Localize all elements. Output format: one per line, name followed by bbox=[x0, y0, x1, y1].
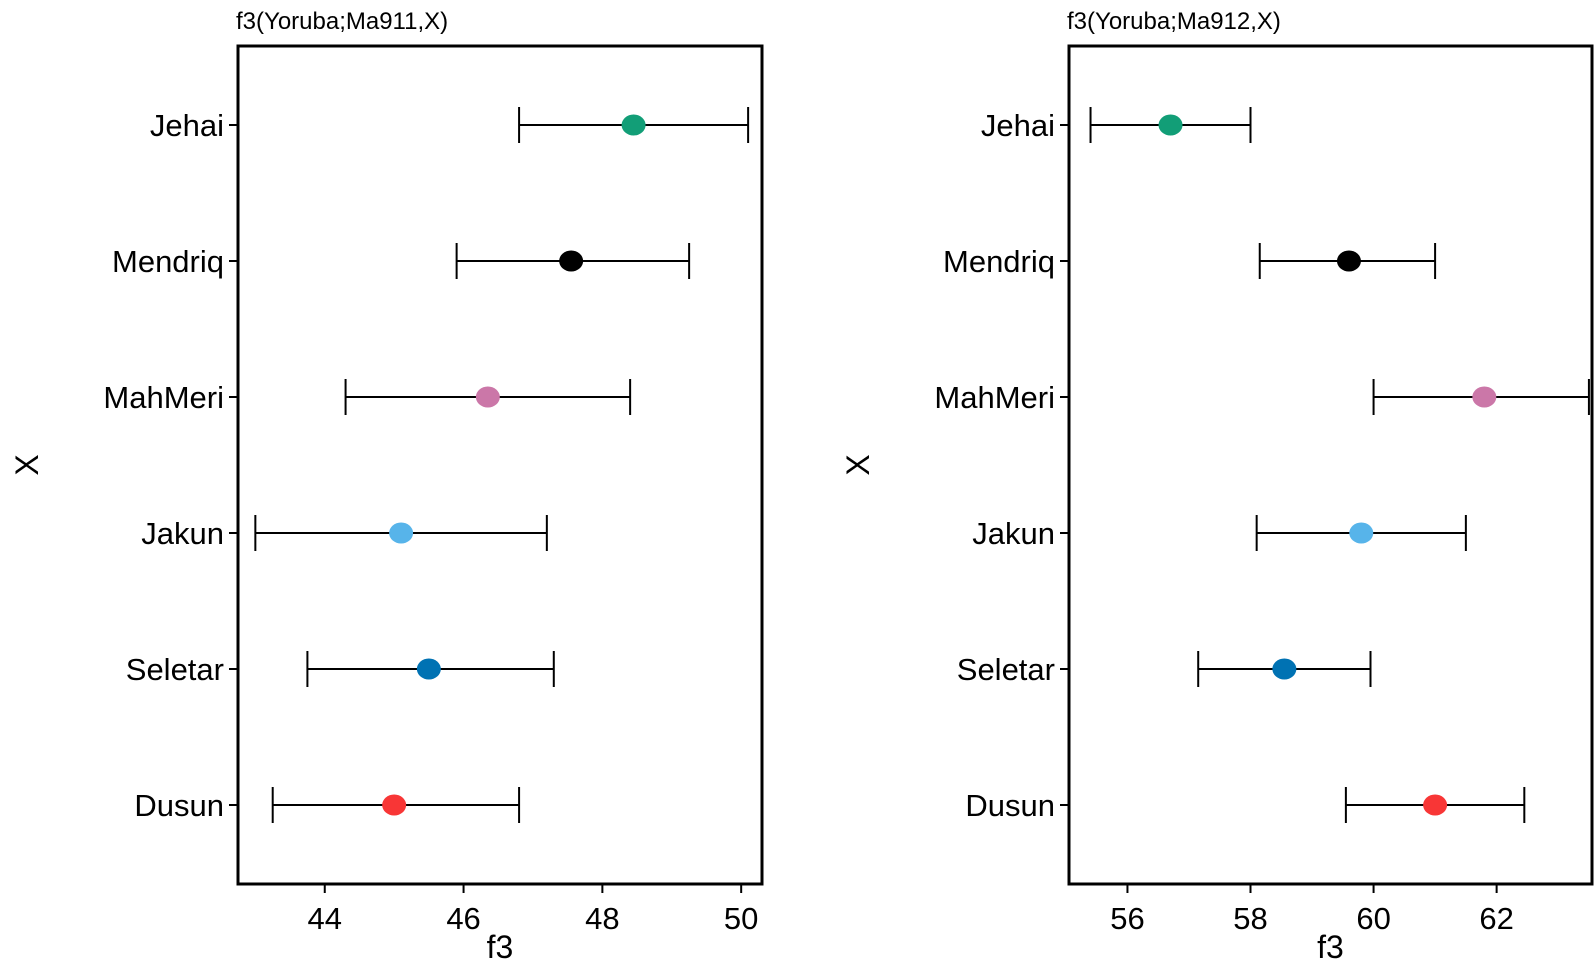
data-point-mendriq bbox=[1336, 250, 1361, 272]
x-tick-label: 56 bbox=[1110, 901, 1144, 936]
data-point-jakun bbox=[1349, 522, 1374, 544]
y-tick-label: MahMeri bbox=[934, 380, 1055, 415]
y-tick-label: Jakun bbox=[141, 516, 224, 551]
y-tick-label: Seletar bbox=[126, 652, 224, 687]
y-tick-label: Seletar bbox=[957, 652, 1055, 687]
data-point-mendriq bbox=[559, 250, 584, 272]
data-point-dusun bbox=[382, 794, 407, 816]
x-axis-title: f3 bbox=[1317, 929, 1344, 965]
y-tick-label: Jakun bbox=[972, 516, 1055, 551]
data-point-jehai bbox=[621, 114, 646, 136]
y-tick-label: Jehai bbox=[981, 108, 1055, 143]
y-axis-title: X bbox=[9, 454, 45, 475]
data-point-mahmeri bbox=[1472, 386, 1497, 408]
y-tick-label: Jehai bbox=[150, 108, 224, 143]
x-tick-label: 62 bbox=[1479, 901, 1513, 936]
data-point-mahmeri bbox=[475, 386, 500, 408]
x-tick-label: 44 bbox=[308, 901, 342, 936]
panel-title: f3(Yoruba;Ma911,X) bbox=[236, 8, 448, 35]
x-tick-label: 48 bbox=[585, 901, 619, 936]
y-tick-label: Mendriq bbox=[112, 244, 224, 279]
data-point-seletar bbox=[1272, 658, 1297, 680]
x-tick-label: 46 bbox=[446, 901, 480, 936]
x-tick-label: 50 bbox=[724, 901, 758, 936]
plot-frame bbox=[236, 44, 764, 886]
data-point-seletar bbox=[416, 658, 441, 680]
x-axis-title: f3 bbox=[487, 929, 514, 965]
data-point-jakun bbox=[389, 522, 414, 544]
y-axis-title: X bbox=[840, 454, 876, 475]
y-tick-label: Dusun bbox=[965, 788, 1055, 823]
x-tick-label: 58 bbox=[1233, 901, 1267, 936]
x-tick-label: 60 bbox=[1356, 901, 1390, 936]
y-tick-label: Mendriq bbox=[943, 244, 1055, 279]
data-point-jehai bbox=[1158, 114, 1183, 136]
data-point-dusun bbox=[1423, 794, 1448, 816]
y-tick-label: MahMeri bbox=[103, 380, 224, 415]
panel-title: f3(Yoruba;Ma912,X) bbox=[1067, 8, 1281, 35]
y-tick-label: Dusun bbox=[134, 788, 224, 823]
plot-frame bbox=[1067, 44, 1594, 886]
panel-1: f3(Yoruba;Ma911,X) 44 46 48 50 f3 X Jehai Mendri… bbox=[9, 8, 764, 965]
panel-2: f3(Yoruba;Ma912,X) 56 58 60 62 f3 X Jehai Mendri… bbox=[840, 8, 1594, 965]
